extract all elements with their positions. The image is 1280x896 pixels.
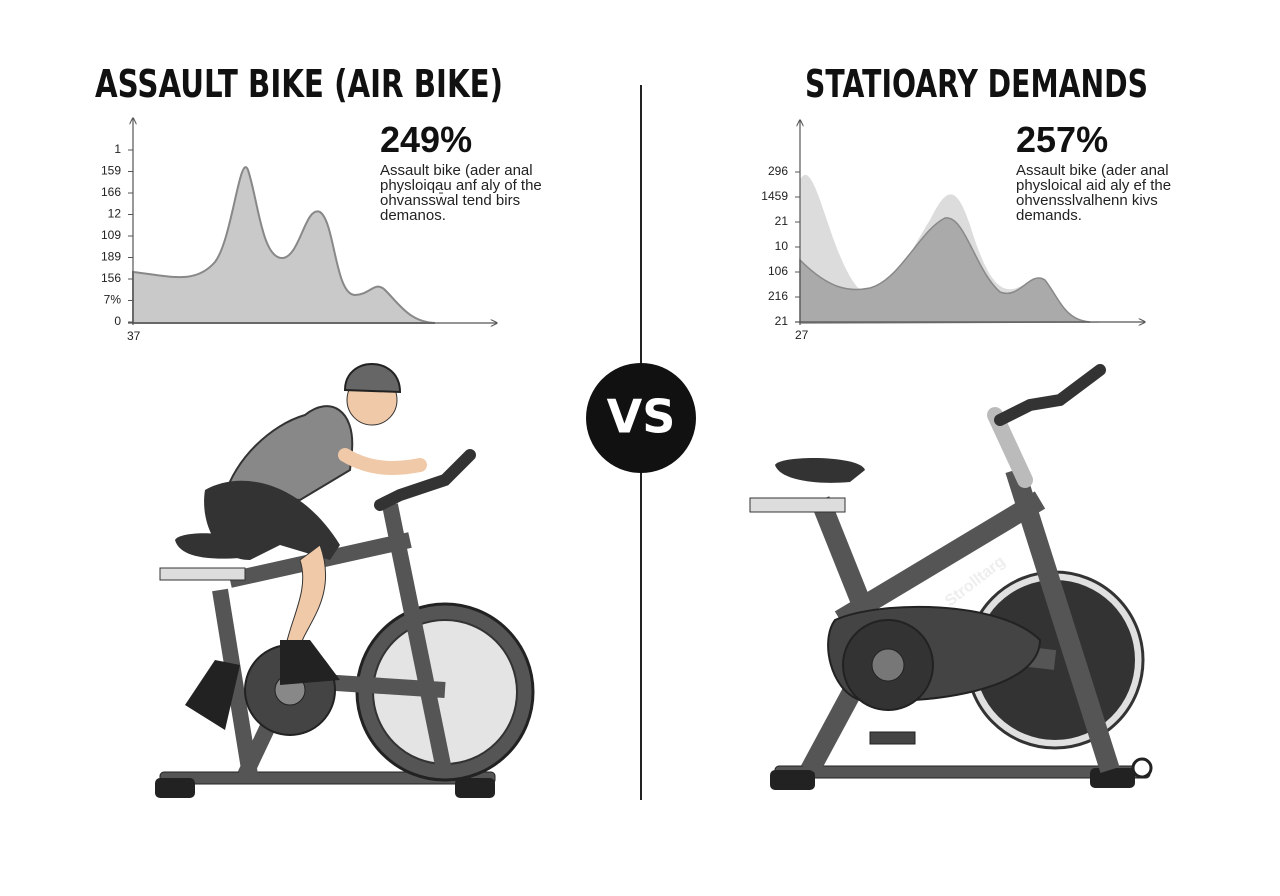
right-x-label: 27 — [795, 328, 809, 342]
vs-text: VS — [607, 390, 676, 444]
y-label: 1 — [114, 142, 121, 156]
left-area — [132, 166, 436, 324]
y-label: 106 — [768, 264, 788, 278]
y-label: 21 — [775, 314, 789, 328]
description-line: Assault bike (ader anal — [380, 162, 533, 179]
y-label: 166 — [101, 185, 121, 199]
left-stat: 249% — [380, 119, 472, 160]
left-title: ASSAULT BIKE (AIR BIKE) — [95, 62, 503, 106]
left-bike-illustration — [155, 363, 535, 798]
y-label: 156 — [101, 271, 121, 285]
right-y-labels: 296 1459 21 10 106 216 21 — [761, 164, 800, 328]
right-area-front — [799, 217, 1091, 324]
y-label: 1459 — [761, 189, 788, 203]
description-line: demands. — [1016, 207, 1082, 224]
description-line: Assault bike (ader anal — [1016, 162, 1169, 179]
y-label: 189 — [101, 250, 121, 264]
left-x-label: 37 — [127, 329, 141, 343]
y-label: 159 — [101, 164, 121, 178]
y-label: 21 — [775, 214, 789, 228]
y-label: 12 — [108, 207, 122, 221]
right-title: STATIOARY DEMANDS — [805, 62, 1148, 106]
description-line: ohvanssw̄al tend birs — [380, 192, 520, 209]
y-label: 216 — [768, 289, 788, 303]
description-line: demanos. — [380, 207, 446, 224]
right-stat: 257% — [1016, 119, 1108, 160]
y-label: 109 — [101, 228, 121, 242]
description-line: physloical aid aly ef the — [1016, 177, 1171, 194]
vs-badge — [586, 363, 696, 473]
y-label: 7% — [104, 293, 122, 307]
description-line: ohvensslvalhenn kivs — [1016, 192, 1158, 209]
y-label: 10 — [775, 239, 789, 253]
left-y-labels: 1 159 166 12 109 189 156 7% 0 — [101, 142, 133, 328]
y-label: 0 — [114, 314, 121, 328]
description-line: physloiqau anf aly of the — [380, 177, 542, 194]
y-label: 296 — [768, 164, 788, 178]
